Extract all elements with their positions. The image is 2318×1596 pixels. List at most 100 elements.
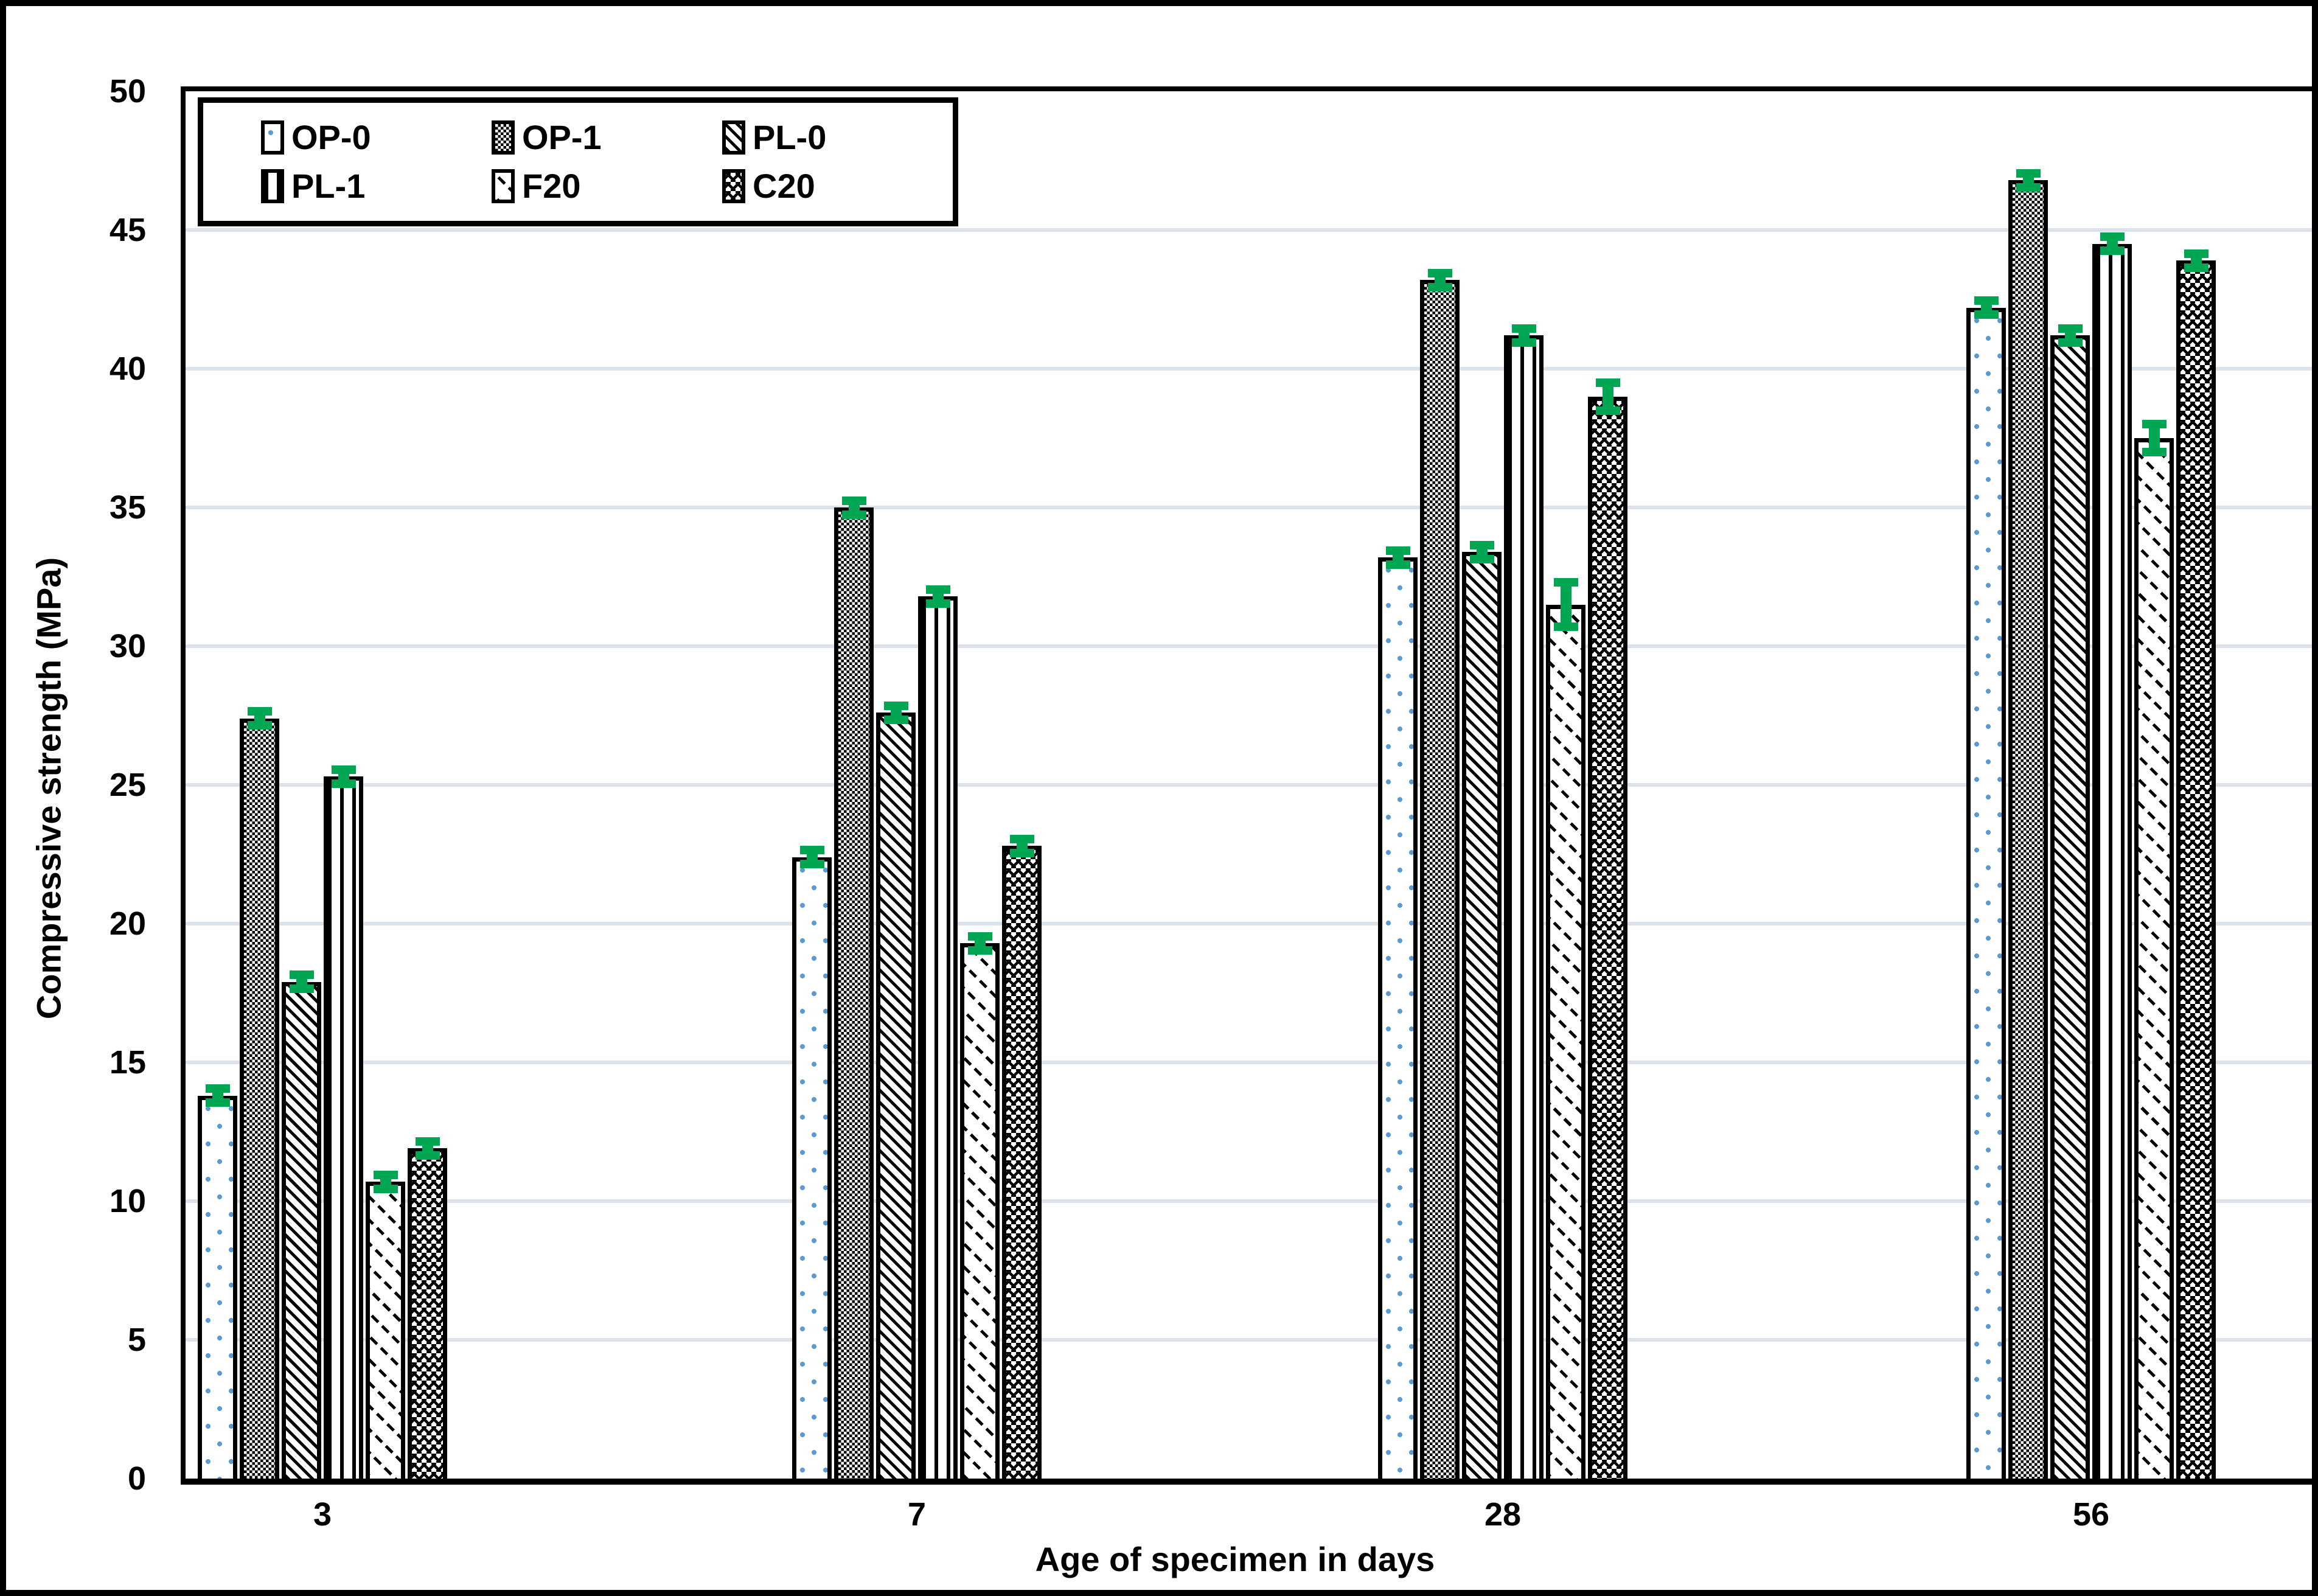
error-cap-high-C20-3d — [415, 1137, 440, 1146]
error-cap-high-PL-0-3d — [289, 970, 314, 980]
error-cap-low-OP-0-56d — [1974, 310, 1999, 319]
bar-PL-0-7d — [876, 713, 916, 1479]
bar-F20-3d — [366, 1182, 405, 1479]
bar-PL-0-28d — [1462, 552, 1502, 1479]
error-cap-high-F20-7d — [967, 932, 992, 941]
error-cap-low-PL-1-7d — [925, 599, 950, 608]
error-cap-high-F20-56d — [2142, 420, 2167, 429]
legend-swatch-OP-1-icon — [492, 120, 515, 155]
error-cap-low-OP-1-7d — [841, 510, 866, 519]
error-cap-low-PL-0-56d — [2058, 338, 2083, 347]
error-cap-low-PL-1-56d — [2100, 246, 2125, 256]
bar-F20-7d — [960, 943, 1000, 1479]
y-tick-label-0: 0 — [127, 1460, 146, 1497]
y-tick-label-20: 20 — [109, 905, 146, 942]
y-tick-label-25: 25 — [109, 767, 146, 803]
error-cap-low-OP-1-56d — [2016, 183, 2041, 192]
error-cap-low-PL-1-3d — [331, 779, 356, 788]
bar-PL-0-3d — [282, 982, 321, 1479]
error-cap-high-F20-3d — [373, 1170, 398, 1179]
bar-OP-0-7d — [792, 857, 832, 1479]
legend-label-OP-0: OP-0 — [291, 118, 371, 157]
error-cap-low-F20-7d — [967, 946, 992, 955]
x-tick-label-56: 56 — [2072, 1496, 2110, 1533]
gridline-40 — [186, 367, 2312, 371]
legend-swatch-C20-icon — [722, 169, 745, 203]
error-cap-high-OP-0-28d — [1385, 546, 1410, 555]
bar-C20-3d — [408, 1148, 447, 1479]
error-cap-low-PL-0-3d — [289, 984, 314, 994]
error-cap-low-PL-0-28d — [1469, 554, 1494, 563]
error-bar-F20-28d — [1560, 582, 1571, 627]
error-cap-high-C20-7d — [1009, 834, 1034, 843]
gridline-30 — [186, 644, 2312, 648]
bar-F20-56d — [2134, 438, 2174, 1479]
legend-label-F20: F20 — [522, 166, 581, 205]
legend-item-OP-1: OP-1 — [492, 120, 722, 155]
gridline-15 — [186, 1061, 2312, 1064]
error-cap-low-C20-56d — [2184, 263, 2208, 272]
error-cap-low-C20-28d — [1595, 406, 1620, 415]
bar-C20-28d — [1588, 397, 1627, 1479]
error-cap-low-PL-0-7d — [883, 716, 908, 725]
bar-PL-1-28d — [1504, 335, 1544, 1479]
legend-label-C20: C20 — [753, 166, 815, 205]
bar-OP-0-28d — [1378, 557, 1418, 1479]
plot-top-border — [186, 86, 2312, 91]
gridline-10 — [186, 1199, 2312, 1203]
legend-row-1: OP-0 OP-1 PL-0 — [261, 120, 953, 155]
y-tick-label-35: 35 — [109, 489, 146, 526]
bar-PL-1-56d — [2092, 244, 2132, 1479]
error-cap-high-PL-0-28d — [1469, 540, 1494, 549]
y-tick-label-45: 45 — [109, 212, 146, 248]
x-tick-label-7: 7 — [907, 1496, 927, 1533]
legend-label-OP-1: OP-1 — [522, 118, 602, 157]
error-cap-high-OP-0-3d — [205, 1084, 230, 1093]
bar-F20-28d — [1546, 605, 1585, 1479]
y-tick-label-5: 5 — [127, 1322, 146, 1358]
legend-item-F20: F20 — [492, 169, 722, 203]
error-cap-low-OP-0-3d — [205, 1098, 230, 1107]
legend-swatch-PL-0-icon — [722, 120, 745, 155]
legend-swatch-OP-0-icon — [261, 120, 284, 155]
error-cap-high-PL-1-3d — [331, 765, 356, 774]
error-cap-low-C20-3d — [415, 1151, 440, 1160]
y-axis-line — [181, 86, 186, 1479]
y-tick-label-10: 10 — [109, 1183, 146, 1219]
legend-swatch-PL-1-icon — [261, 169, 284, 203]
x-tick-label-3: 3 — [313, 1496, 332, 1533]
legend-item-PL-1: PL-1 — [261, 169, 492, 203]
error-cap-low-F20-56d — [2142, 448, 2167, 457]
error-cap-high-OP-0-56d — [1974, 296, 1999, 305]
y-tick-label-15: 15 — [109, 1044, 146, 1081]
error-cap-low-F20-3d — [373, 1184, 398, 1193]
legend-item-PL-0: PL-0 — [722, 120, 953, 155]
plot-area — [181, 86, 2312, 1485]
legend-row-2: PL-1 F20 C20 — [261, 169, 953, 203]
error-bar-C20-28d — [1602, 382, 1613, 411]
error-cap-low-PL-1-28d — [1511, 338, 1536, 347]
bar-OP-0-56d — [1966, 308, 2006, 1479]
x-axis-line — [181, 1479, 2312, 1485]
gridline-20 — [186, 922, 2312, 925]
x-axis-title: Age of specimen in days — [1035, 1540, 1435, 1578]
legend: OP-0 OP-1 PL-0 PL-1 F20 C20 — [198, 97, 958, 226]
bar-OP-1-7d — [834, 507, 874, 1479]
bar-OP-1-28d — [1420, 280, 1460, 1479]
error-cap-high-PL-1-56d — [2100, 232, 2125, 242]
error-cap-high-PL-1-28d — [1511, 324, 1536, 333]
legend-label-PL-0: PL-0 — [753, 118, 827, 157]
error-bar-F20-56d — [2148, 424, 2160, 453]
legend-item-OP-0: OP-0 — [261, 120, 492, 155]
gridline-35 — [186, 506, 2312, 509]
bar-PL-0-56d — [2050, 335, 2090, 1479]
error-cap-low-C20-7d — [1009, 848, 1034, 857]
gridline-5 — [186, 1338, 2312, 1342]
error-cap-high-C20-56d — [2184, 249, 2208, 258]
error-cap-high-OP-1-7d — [841, 496, 866, 505]
bar-PL-1-7d — [918, 596, 958, 1479]
error-cap-low-OP-0-28d — [1385, 560, 1410, 569]
error-cap-high-OP-1-56d — [2016, 169, 2041, 178]
error-cap-high-PL-0-7d — [883, 702, 908, 711]
